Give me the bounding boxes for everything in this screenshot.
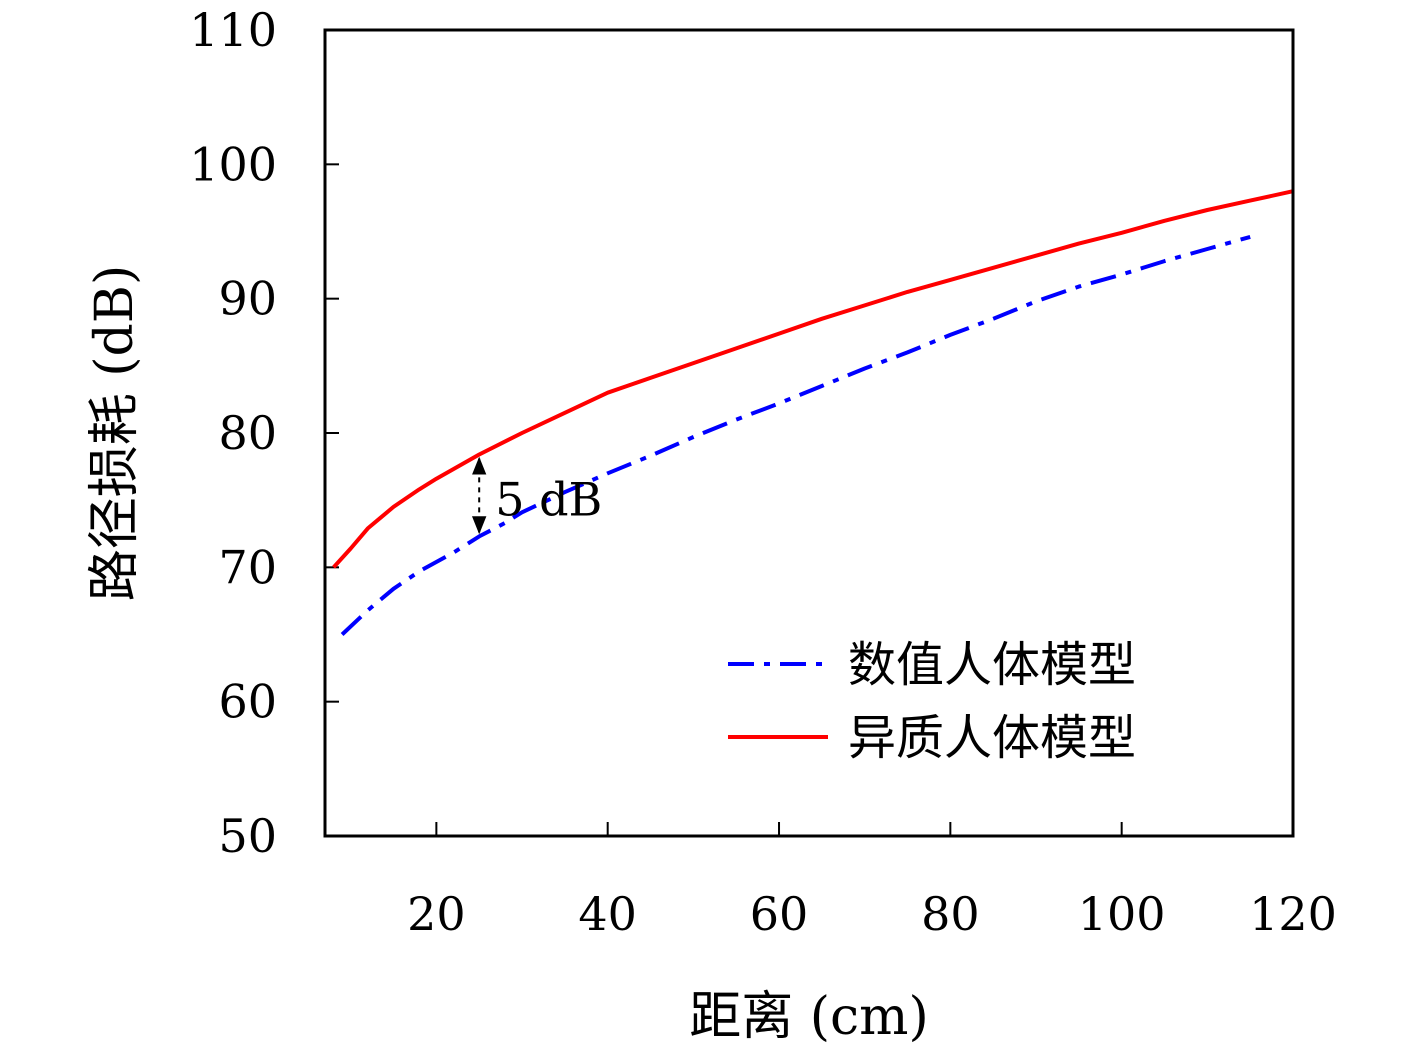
y-tick-label: 90: [218, 272, 277, 326]
y-tick-label: 60: [218, 675, 277, 729]
y-tick-label: 70: [218, 540, 277, 594]
legend-label-1: 异质人体模型: [848, 710, 1136, 766]
x-tick-label: 60: [750, 887, 809, 941]
y-tick-label: 100: [189, 137, 277, 191]
x-tick-label: 40: [578, 887, 637, 941]
y-tick-label: 110: [189, 3, 277, 57]
x-tick-label: 100: [1078, 887, 1166, 941]
y-axis-ticks: 50 60 70 80 90 100 110: [189, 3, 339, 863]
plot-frame: [323, 28, 1295, 838]
series-layer: [332, 189, 1294, 636]
x-tick-label: 20: [407, 887, 466, 941]
y-tick-label: 50: [218, 809, 277, 863]
x-tick-label: 80: [921, 887, 980, 941]
legend-label-0: 数值人体模型: [848, 637, 1136, 693]
y-tick-label: 80: [218, 406, 277, 460]
annotation-layer: 5 dB: [471, 456, 602, 535]
annotation-label: 5 dB: [495, 472, 602, 526]
y-axis-title: 路径损耗 (dB): [85, 265, 145, 602]
x-tick-label: 120: [1249, 887, 1337, 941]
series-line-1: [332, 189, 1294, 569]
x-axis-ticks: 20 40 60 80 100 120: [407, 822, 1337, 941]
series-line-0: [340, 234, 1251, 636]
x-axis-title: 距离 (cm): [689, 987, 929, 1047]
